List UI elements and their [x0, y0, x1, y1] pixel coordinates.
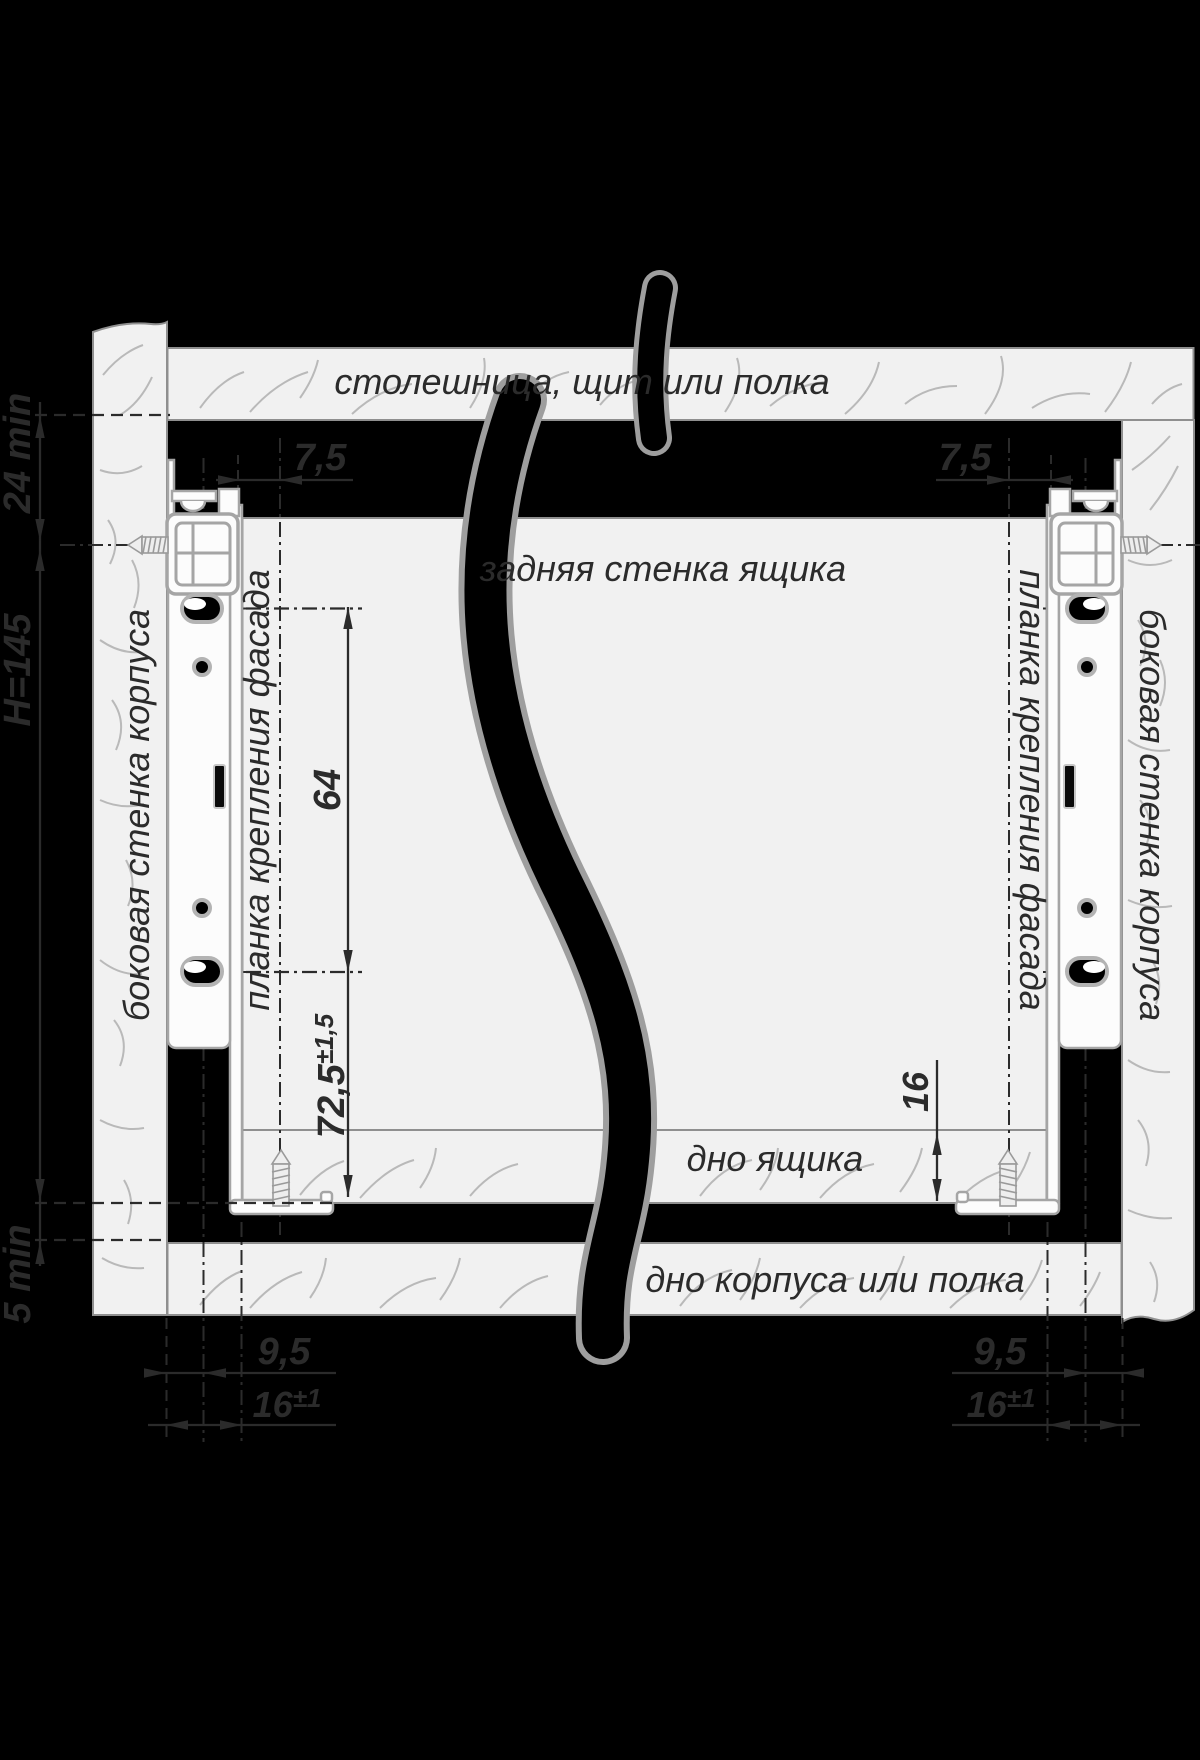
screw-offset-dim-left: 9,5 [258, 1331, 312, 1373]
cabinet-bottom-label: дно корпуса или полка [645, 1259, 1024, 1300]
dimension-arrows [35, 416, 1144, 1430]
bottom-clearance-dim: 5 min [0, 1224, 39, 1323]
facade-strip-label-right: планка крепления фасада [1012, 569, 1053, 1010]
wood-grain-left-panel [99, 344, 153, 1270]
wood-grain-cabinet-bottom [199, 1255, 1101, 1309]
screw-offset-dim-right: 9,5 [974, 1331, 1028, 1373]
wood-grain-drawer-bottom [299, 1147, 1031, 1199]
drawer-bottom-label: дно ящика [687, 1138, 864, 1179]
hole-spacing-dim: 64 [307, 769, 349, 811]
cabinet-side-panel-right [1121, 419, 1195, 1324]
break-lines [458, 270, 678, 1365]
rail-height-dim: H=145 [0, 613, 39, 727]
countertop-label: столешница, щит или полка [334, 361, 829, 402]
back-wall-label: задняя стенка ящика [479, 548, 846, 589]
hole-to-bottom-dim: 72,5±1,5 [309, 1013, 353, 1138]
top-clearance-dim: 24 min [0, 393, 39, 514]
facade-offset-dim-right: 7,5 [939, 437, 993, 479]
strip-offset-dim-right: 16±1 [967, 1383, 1036, 1425]
facade-strip-label-left: планка крепления фасада [236, 569, 277, 1010]
facade-offset-dim-left: 7,5 [294, 437, 348, 479]
strip-offset-dim-left: 16±1 [253, 1383, 322, 1425]
countertop-panel [166, 347, 1195, 421]
bottom-thickness-dim: 16 [895, 1071, 936, 1112]
countertop-break [637, 275, 673, 451]
cabinet-side-panel-left [92, 320, 168, 1316]
back-wall-break [464, 379, 652, 1359]
cabinet-bottom-panel [166, 1242, 1123, 1316]
side-wall-label-left: боковая стенка корпуса [116, 609, 157, 1021]
side-wall-label-right: боковая стенка корпуса [1132, 609, 1173, 1021]
wood-grain-right-panel [1127, 435, 1179, 1303]
